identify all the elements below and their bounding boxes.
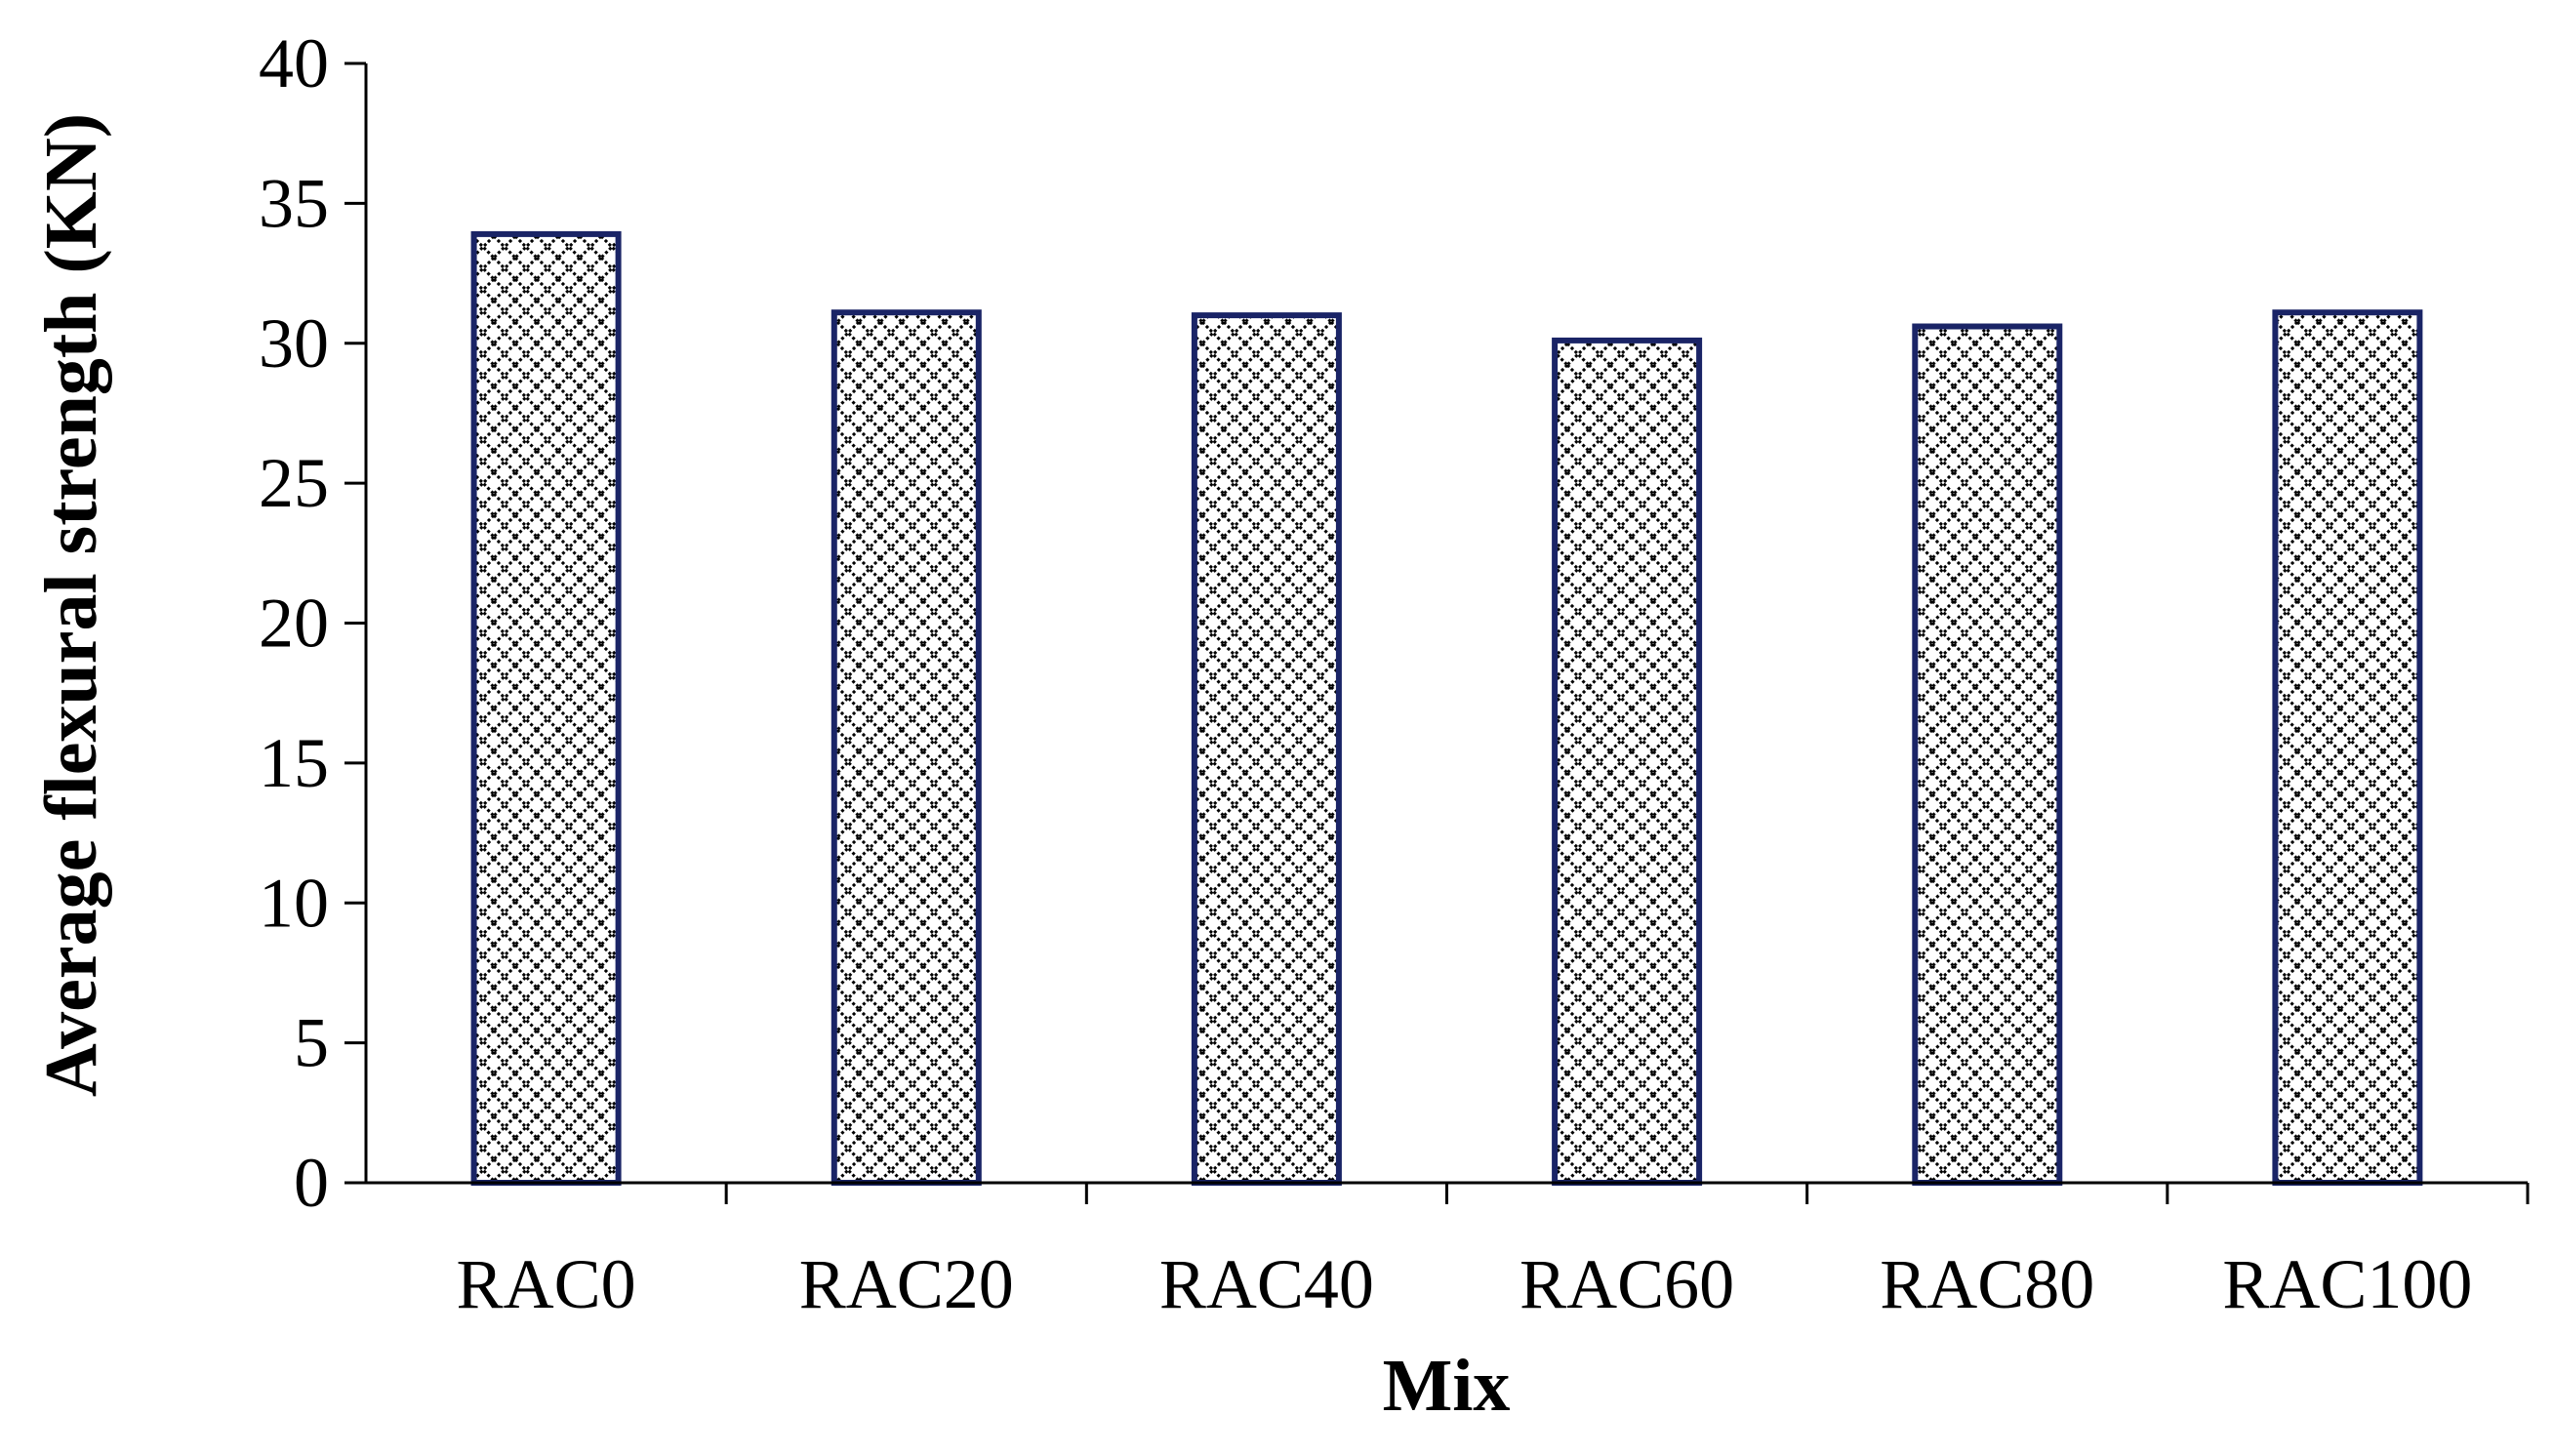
x-tick-label: RAC0 xyxy=(457,1245,636,1323)
y-tick-label: 25 xyxy=(259,444,329,522)
bar-rac0 xyxy=(470,230,622,1186)
axes: 0 5 10 15 20 25 30 35 40 RAC0 RAC20 RAC40 RAC60 RAC80… xyxy=(259,24,2530,1323)
bar-rac20 xyxy=(831,309,982,1186)
x-tick-label: RAC80 xyxy=(1880,1245,2094,1323)
bar-rac60 xyxy=(1552,337,1703,1186)
bar-rac40 xyxy=(1191,312,1342,1187)
x-axis-title: Mix xyxy=(1383,1345,1511,1427)
y-tick-label: 10 xyxy=(259,864,329,942)
y-tick-label: 15 xyxy=(259,724,329,802)
y-tick-label: 30 xyxy=(259,304,329,383)
y-tick-label: 35 xyxy=(259,164,329,242)
x-tick-label: RAC40 xyxy=(1159,1245,1374,1323)
bar-rac100 xyxy=(2272,309,2423,1186)
x-tick-label: RAC20 xyxy=(799,1245,1014,1323)
bar-rac80 xyxy=(1912,323,2063,1186)
x-tick-label: RAC60 xyxy=(1520,1245,1734,1323)
y-axis-title: Average flexural strength (KN) xyxy=(30,113,112,1097)
y-tick-label: 0 xyxy=(294,1144,329,1222)
y-tick-label: 5 xyxy=(294,1004,329,1082)
y-tick-label: 20 xyxy=(259,585,329,663)
x-tick-label: RAC100 xyxy=(2222,1245,2472,1323)
plot-area xyxy=(470,230,2423,1187)
y-tick-label: 40 xyxy=(259,24,329,102)
